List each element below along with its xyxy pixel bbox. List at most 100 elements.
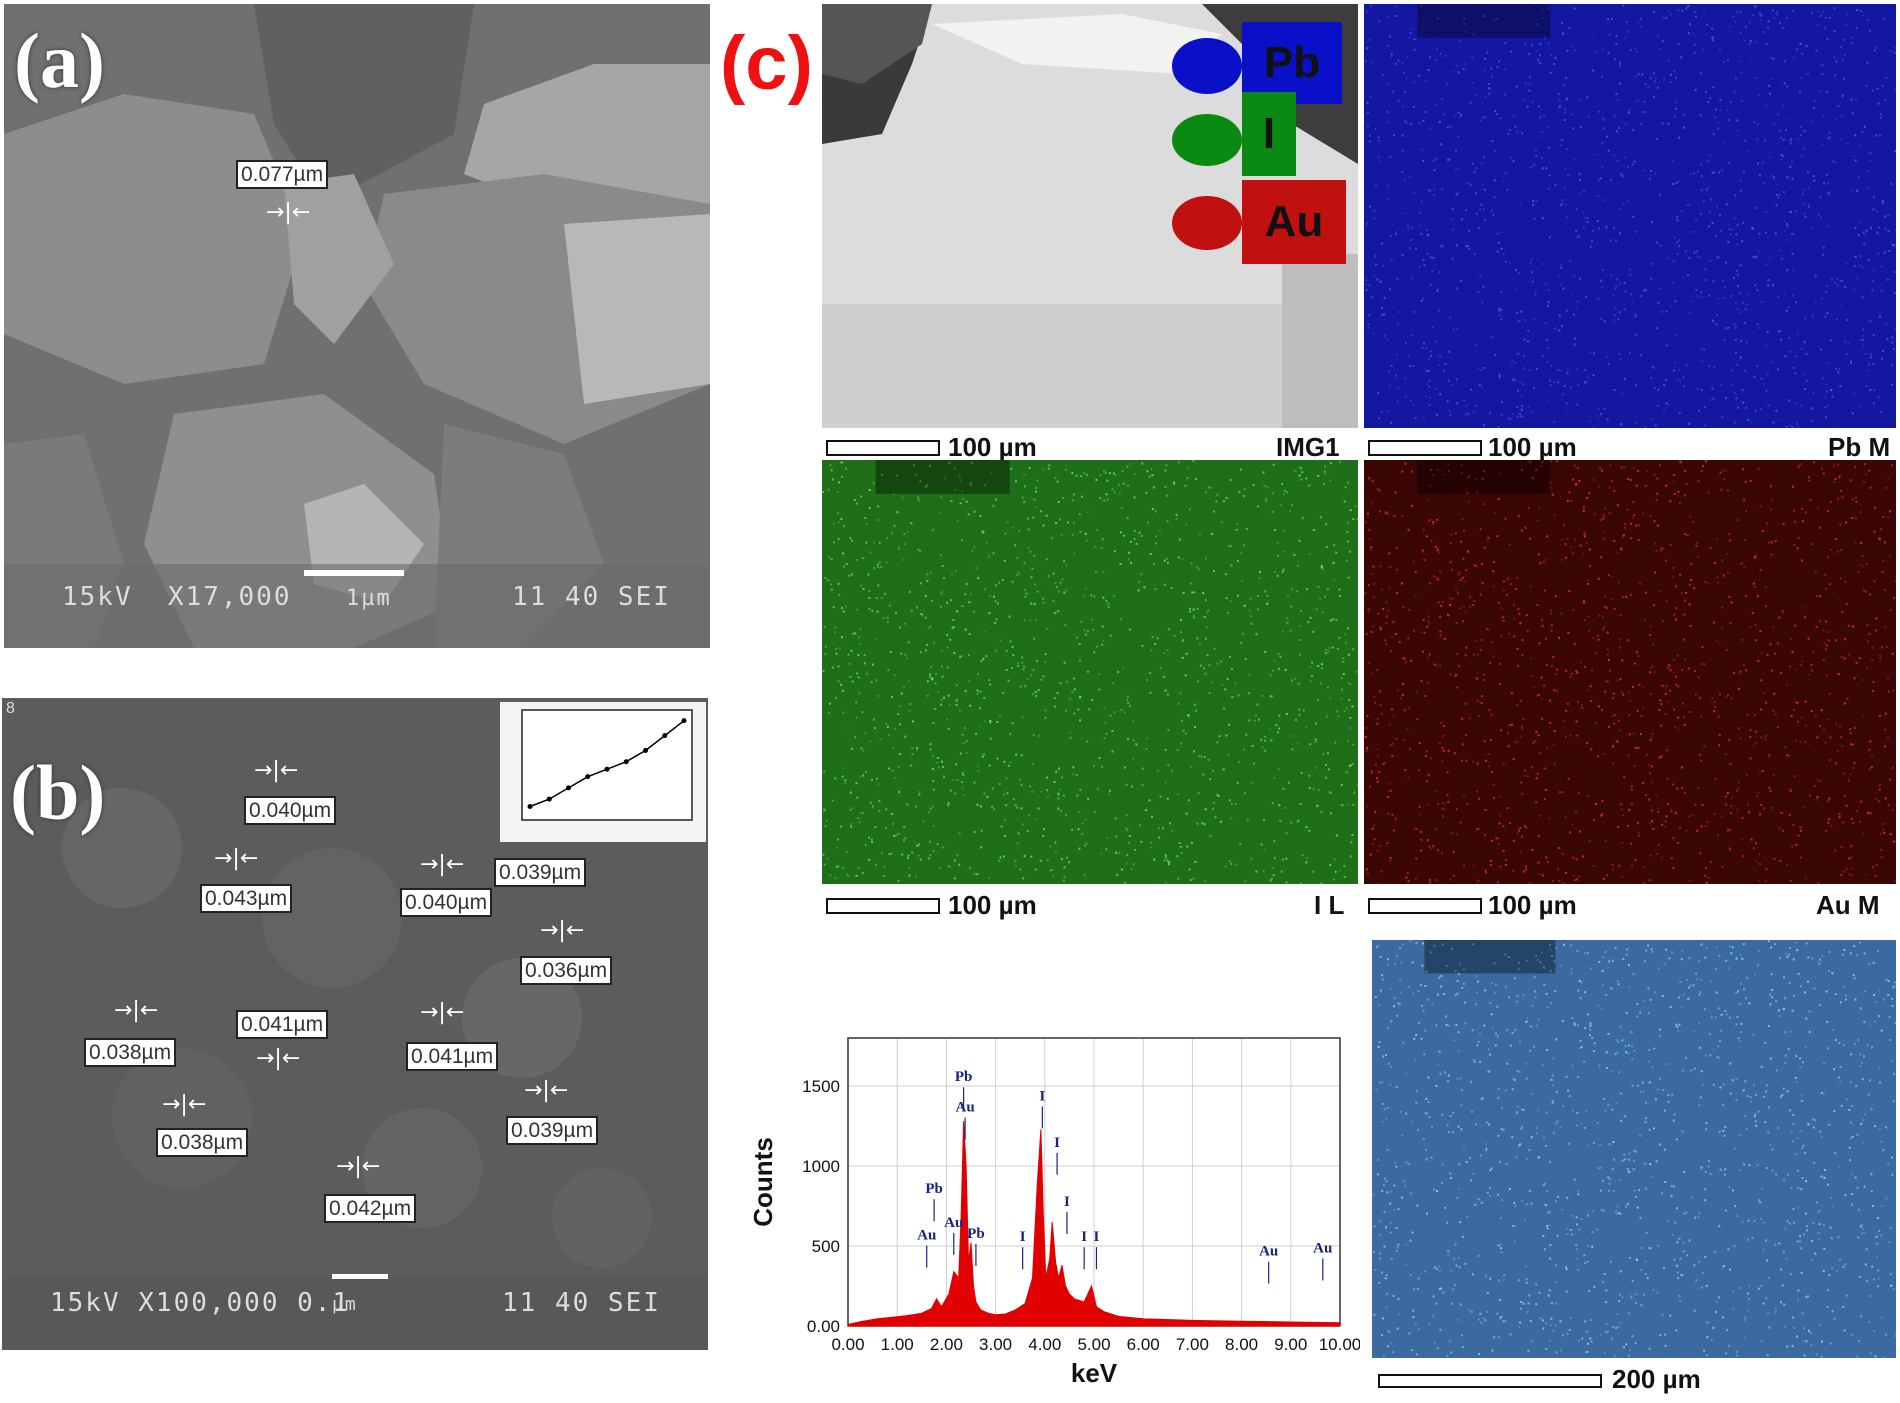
x-tick-label: 3.00 xyxy=(979,1335,1012,1354)
measurement-label: 0.038µm xyxy=(84,1038,176,1067)
measurement-label: 0.077µm xyxy=(236,160,328,189)
sem-footer-left: 15kV X100,000 0.1 xyxy=(50,1288,350,1318)
x-tick-label: 0.00 xyxy=(831,1335,864,1354)
peak-label: Au xyxy=(956,1100,975,1116)
inset-axes xyxy=(522,710,692,820)
inset-data-point xyxy=(528,804,533,809)
x-tick-label: 8.00 xyxy=(1225,1335,1258,1354)
eds-spectrum-svg: 0.00 1.00 2.00 3.00 4.00 5.00 6.00 7.00 8.00 9.00… xyxy=(740,1008,1360,1398)
x-tick-label: 7.00 xyxy=(1176,1335,1209,1354)
peak-label: I xyxy=(1094,1229,1100,1245)
scale-bar xyxy=(1368,898,1482,914)
pb-map-texture xyxy=(1364,4,1896,428)
measurement-arrows: →|← xyxy=(524,1080,568,1102)
element-map-pb xyxy=(1364,4,1896,428)
x-tick-label: 1.00 xyxy=(881,1335,914,1354)
inset-data-point xyxy=(547,797,552,802)
sem-image-a: (a) 0.077µm →|← 15kV X17,000 1µm 11 40 S… xyxy=(4,4,710,648)
x-tick-label: 10.00 xyxy=(1319,1335,1360,1354)
peak-label: I xyxy=(1064,1194,1070,1210)
sem-footer-right: 11 40 SEI xyxy=(512,582,671,612)
peak-label: I xyxy=(1020,1229,1026,1245)
y-tick-label: 500 xyxy=(812,1237,840,1256)
peak-label: Au xyxy=(944,1215,963,1231)
map-scale-label: 100 µm xyxy=(1488,432,1577,463)
peak-label: Pb xyxy=(925,1181,943,1197)
legend-marker-au xyxy=(1172,196,1242,250)
measurement-arrows: →|← xyxy=(266,202,310,224)
scale-bar xyxy=(826,440,940,456)
inset-data-point xyxy=(662,733,667,738)
element-map-i xyxy=(822,460,1358,884)
sem-map-img1: Pb I Au xyxy=(822,4,1358,428)
measurement-label: 0.038µm xyxy=(156,1128,248,1157)
map-scale-label: 100 µm xyxy=(948,432,1037,463)
legend-label-i: I xyxy=(1242,92,1296,176)
measurement-arrows: →|← xyxy=(336,1156,380,1178)
inset-data-point xyxy=(624,759,629,764)
measurement-label: 0.040µm xyxy=(244,796,336,825)
scale-bar-unit: µm xyxy=(332,1294,358,1315)
sem-footer-left: 15kV X17,000 xyxy=(62,582,292,612)
measurement-arrows: →|← xyxy=(162,1094,206,1116)
legend-marker-i xyxy=(1172,114,1242,166)
inset-data-point xyxy=(682,718,687,723)
y-tick-label: 1000 xyxy=(802,1157,840,1176)
scale-bar xyxy=(1368,440,1482,456)
peak-label: Au xyxy=(1313,1240,1332,1256)
measurement-label: 0.039µm xyxy=(494,858,586,887)
measurement-arrows: →|← xyxy=(214,848,258,870)
sem-image-a-texture xyxy=(4,4,710,648)
au-map-texture xyxy=(1364,460,1896,884)
measurement-arrows: →|← xyxy=(420,854,464,876)
inset-data-point xyxy=(605,767,610,772)
inset-data-point xyxy=(585,774,590,779)
scale-bar-label: 1µm xyxy=(346,586,392,611)
peak-label: Au xyxy=(917,1228,936,1244)
map-scale-label: 100 µm xyxy=(1488,890,1577,921)
scale-bar xyxy=(826,898,940,914)
panel-label-c: (c) xyxy=(720,20,813,107)
x-tick-label: 4.00 xyxy=(1028,1335,1061,1354)
peak-label: Pb xyxy=(955,1069,973,1085)
legend-marker-pb xyxy=(1172,38,1242,94)
x-tick-label: 9.00 xyxy=(1274,1335,1307,1354)
peak-label: I xyxy=(1039,1088,1045,1104)
panel-label-a: (a) xyxy=(14,22,105,100)
map-scale-label: 200 µm xyxy=(1612,1364,1701,1395)
peak-label: I xyxy=(1081,1229,1087,1245)
measurement-arrows: →|← xyxy=(540,920,584,942)
measurement-arrows: →|← xyxy=(114,1000,158,1022)
measurement-label: 0.039µm xyxy=(506,1116,598,1145)
panel-b-tag: 8 xyxy=(6,700,15,718)
x-tick-label: 5.00 xyxy=(1077,1335,1110,1354)
y-axis-label: Counts xyxy=(748,1137,778,1227)
inset-data-point xyxy=(643,748,648,753)
measurement-arrows: →|← xyxy=(256,1048,300,1070)
peak-label: Au xyxy=(1259,1244,1278,1260)
y-tick-label: 0.00 xyxy=(807,1317,840,1336)
map-caption: Au M xyxy=(1816,890,1880,921)
map-caption: Pb M xyxy=(1828,432,1890,463)
inset-chart xyxy=(500,702,706,842)
measurement-label: 0.041µm xyxy=(236,1010,328,1039)
x-tick-label: 6.00 xyxy=(1127,1335,1160,1354)
x-tick-label: 2.00 xyxy=(930,1335,963,1354)
scale-bar xyxy=(1378,1374,1602,1388)
inset-data-point xyxy=(566,785,571,790)
measurement-label: 0.043µm xyxy=(200,884,292,913)
measurement-arrows: →|← xyxy=(420,1002,464,1024)
measurement-arrows: →|← xyxy=(254,760,298,782)
measurement-label: 0.036µm xyxy=(520,956,612,985)
i-map-texture xyxy=(822,460,1358,884)
sem-image-b: 8 (b) →|← 0.040µm →|← 0.043µm →|← 0.040µ… xyxy=(2,698,708,1350)
scale-bar xyxy=(332,1274,388,1279)
element-map-combined xyxy=(1372,940,1896,1358)
peak-label: I xyxy=(1054,1135,1060,1151)
measurement-label: 0.042µm xyxy=(324,1194,416,1223)
y-tick-label: 1500 xyxy=(802,1077,840,1096)
sem-footer-right: 11 40 SEI xyxy=(502,1288,661,1318)
map-caption: I L xyxy=(1314,890,1344,921)
map-scale-label: 100 µm xyxy=(948,890,1037,921)
inset-chart-svg xyxy=(500,702,706,842)
